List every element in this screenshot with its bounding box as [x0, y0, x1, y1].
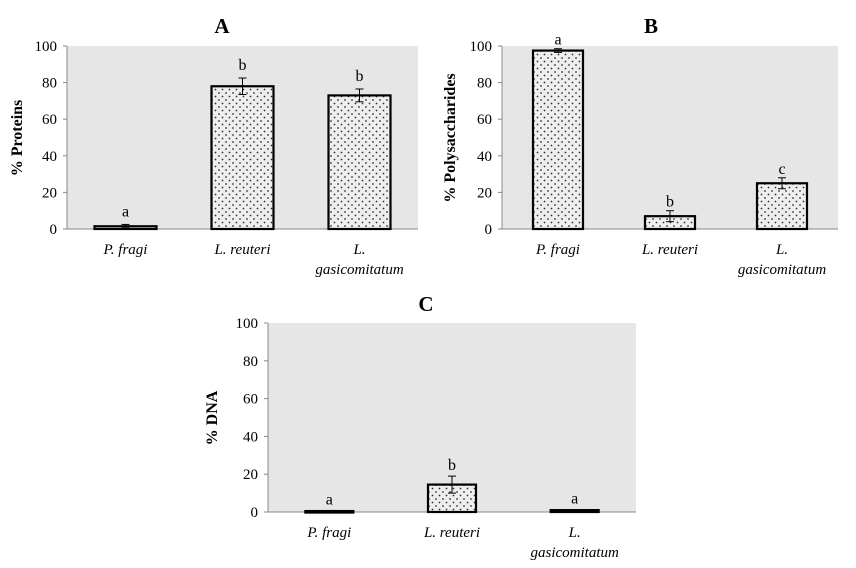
y-tick-label: 60 [243, 392, 258, 408]
significance-label: b [239, 57, 247, 74]
y-tick-label: 20 [42, 185, 57, 201]
y-tick-label: 0 [251, 505, 259, 521]
bar [327, 94, 392, 231]
y-tick-label: 0 [485, 222, 493, 238]
chart-panel-b: B % Polysaccharides 0 20 40 60 80 100 a P. fragi b… [442, 14, 838, 278]
y-tick-label: 60 [42, 112, 57, 128]
significance-label: b [356, 68, 364, 85]
x-tick-label: gasicomitatum [530, 545, 618, 561]
bar [531, 49, 585, 231]
y-tick-label: 40 [243, 429, 258, 445]
chart-title: C [418, 292, 433, 316]
y-tick-label: 100 [35, 39, 58, 55]
x-tick-label: gasicomitatum [738, 262, 826, 278]
x-tick-label: gasicomitatum [315, 262, 403, 278]
significance-label: a [554, 32, 561, 49]
y-axis-label: % Proteins [9, 100, 26, 177]
significance-label: b [666, 194, 674, 211]
y-axis-label: % Polysaccharides [442, 73, 459, 202]
significance-label: a [326, 491, 333, 508]
x-tick-label: L. reuteri [213, 242, 270, 258]
y-tick-label: 20 [243, 467, 258, 483]
x-tick-label: L. [775, 242, 788, 258]
y-tick-label: 80 [42, 76, 57, 92]
significance-label: a [571, 491, 578, 508]
y-tick-label: 20 [477, 185, 492, 201]
bar [755, 182, 809, 231]
x-tick-label: P. fragi [103, 242, 148, 258]
x-tick-label: L. [352, 242, 365, 258]
chart-panel-a: A % Proteins 0 20 40 60 80 100 a P. fragi b L. reut… [9, 14, 418, 278]
y-tick-label: 40 [477, 149, 492, 165]
x-tick-label: P. fragi [535, 242, 580, 258]
y-tick-label: 100 [470, 39, 493, 55]
x-tick-label: P. fragi [306, 525, 351, 541]
y-axis-label: % DNA [204, 390, 221, 445]
chart-panel-c: C % DNA 0 20 40 60 80 100 a P. fragi b L. reuteri a L… [204, 292, 636, 561]
x-tick-label: L. reuteri [423, 525, 480, 541]
y-tick-label: 40 [42, 149, 57, 165]
y-tick-label: 60 [477, 112, 492, 128]
x-tick-label: L. [568, 525, 581, 541]
significance-label: c [778, 161, 785, 178]
y-tick-label: 0 [50, 222, 58, 238]
chart-title: A [214, 14, 230, 38]
y-tick-label: 100 [236, 316, 259, 332]
significance-label: a [122, 203, 129, 220]
chart-title: B [644, 14, 658, 38]
significance-label: b [448, 457, 456, 474]
y-tick-label: 80 [243, 354, 258, 370]
y-tick-label: 80 [477, 76, 492, 92]
bar [210, 85, 275, 231]
x-tick-label: L. reuteri [641, 242, 698, 258]
